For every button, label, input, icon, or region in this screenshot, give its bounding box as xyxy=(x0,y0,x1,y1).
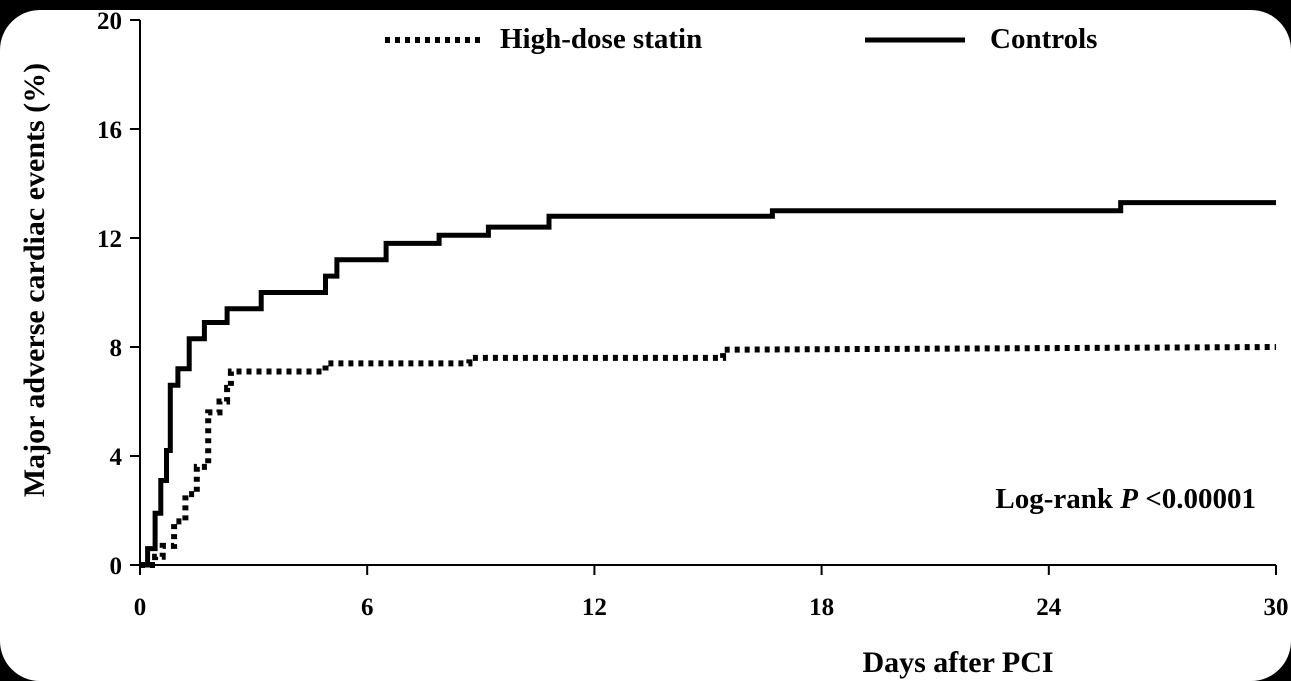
y-tick-label: 16 xyxy=(97,117,122,144)
x-tick-label: 30 xyxy=(1264,594,1289,621)
x-tick-label: 18 xyxy=(809,594,834,621)
x-tick-label: 6 xyxy=(361,594,374,621)
series-layer xyxy=(140,200,1277,568)
x-axis-label: Days after PCI xyxy=(862,646,1053,679)
annotation-prefix: Log-rank xyxy=(995,483,1120,515)
series-line-high-dose-statin xyxy=(140,344,1277,568)
annotation-value: <0.00001 xyxy=(1138,483,1256,515)
legend: High-dose statin Controls xyxy=(385,23,1097,55)
y-tick-label: 0 xyxy=(110,553,123,580)
y-tick-label: 20 xyxy=(97,8,122,35)
x-tick-label: 0 xyxy=(134,594,147,621)
legend-label-1: Controls xyxy=(990,23,1097,55)
log-rank-annotation: Log-rank P <0.00001 xyxy=(995,483,1256,515)
annotation-p: P xyxy=(1119,483,1138,515)
y-tick-label: 8 xyxy=(110,335,123,362)
y-tick-label: 12 xyxy=(97,226,122,253)
axes xyxy=(139,20,1276,566)
x-tick-label: 24 xyxy=(1036,594,1062,621)
y-axis-label: Major adverse cardiac events (%) xyxy=(18,63,51,497)
ticks: 0 6 12 18 24 30 0 4 8 12 16 20 xyxy=(97,8,1289,621)
x-tick-label: 12 xyxy=(582,594,607,621)
series-line-controls xyxy=(140,200,1276,568)
legend-label-0: High-dose statin xyxy=(500,23,702,55)
y-tick-label: 4 xyxy=(110,444,123,471)
